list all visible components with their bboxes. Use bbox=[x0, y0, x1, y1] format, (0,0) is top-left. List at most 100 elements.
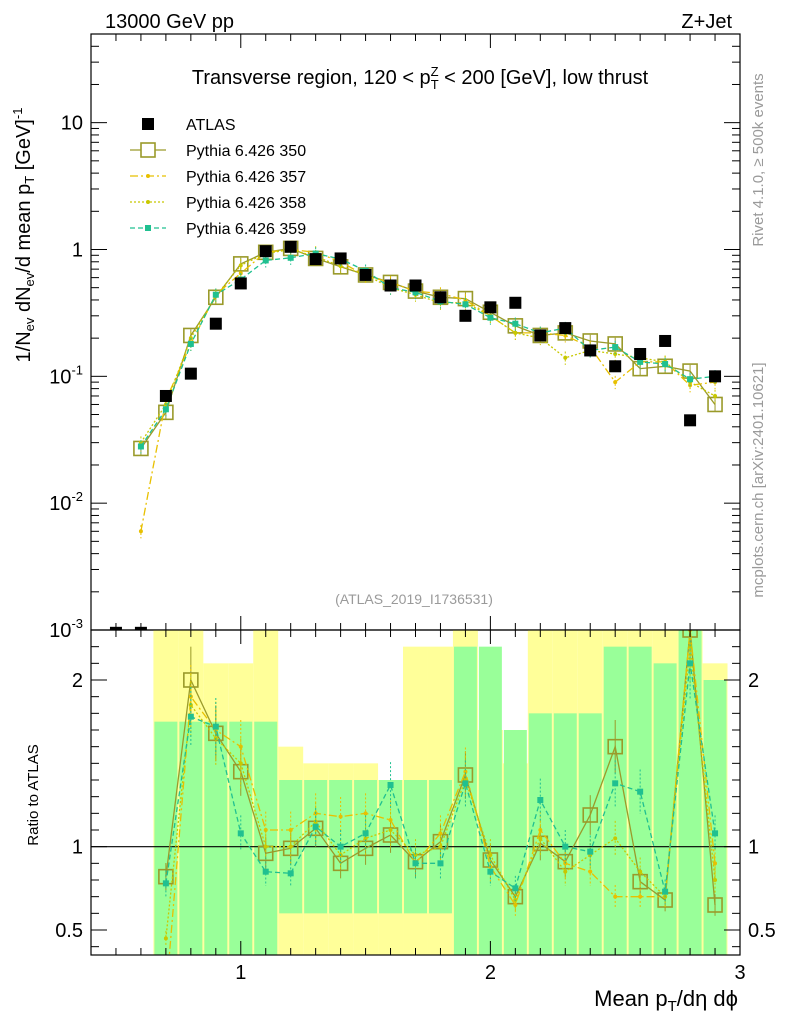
p350-ratio-point bbox=[582, 807, 599, 823]
p359-point bbox=[137, 443, 144, 450]
p358-ratio-point bbox=[488, 853, 493, 857]
p357-point bbox=[613, 380, 618, 385]
y-tick-label-bottom-right: 0.5 bbox=[748, 920, 776, 942]
p359-ratio-point bbox=[287, 870, 294, 877]
atlas-point bbox=[459, 309, 472, 322]
p350-line bbox=[140, 247, 716, 449]
legend-label-atlas: ATLAS bbox=[186, 117, 236, 134]
p359-point bbox=[512, 320, 519, 327]
p359-point bbox=[487, 314, 494, 321]
plot-title: Transverse region, 120 < pTZ < 200 [GeV]… bbox=[192, 64, 649, 92]
p359-ratio-point bbox=[437, 860, 444, 867]
atlas-point bbox=[484, 301, 497, 314]
atlas-point bbox=[234, 277, 247, 290]
p359-ratio-point bbox=[662, 888, 669, 895]
p359-ratio-point bbox=[162, 880, 169, 887]
atlas-point bbox=[409, 279, 422, 292]
p358-ratio-point bbox=[613, 836, 618, 841]
band-green-bin bbox=[204, 721, 228, 955]
band-green-bin bbox=[478, 646, 502, 955]
y-tick-label-bottom-right: 2 bbox=[748, 670, 759, 692]
p357-ratio-point bbox=[613, 894, 618, 899]
legend-marker-p350 bbox=[140, 142, 156, 158]
atlas-point bbox=[184, 367, 197, 380]
p359-ratio-point bbox=[487, 868, 494, 875]
p357-point bbox=[563, 333, 568, 338]
p359-point bbox=[262, 257, 269, 264]
p359-point bbox=[637, 358, 644, 365]
p359-point bbox=[412, 289, 419, 296]
legend-label-p350: Pythia 6.426 350 bbox=[186, 143, 306, 160]
legend: ATLAS Pythia 6.426 350 Pythia 6.426 357 Pyt… bbox=[130, 117, 306, 238]
p359-ratio-point bbox=[587, 848, 594, 855]
p359-ratio-point bbox=[312, 823, 319, 830]
p357-ratio-point bbox=[638, 894, 643, 899]
p357-ratio-point bbox=[438, 831, 443, 836]
atlas-point bbox=[609, 360, 622, 373]
atlas-point bbox=[334, 252, 347, 265]
band-green-bin bbox=[229, 721, 253, 955]
bottom-plot-area bbox=[158, 630, 723, 999]
p358-ratio-point bbox=[388, 828, 393, 832]
p358-ratio-point bbox=[438, 844, 443, 849]
p358-point bbox=[238, 263, 243, 268]
side-mcplots-label: mcplots.cern.ch [arXiv:2401.10621] bbox=[750, 362, 767, 597]
legend-label-p357: Pythia 6.426 357 bbox=[186, 169, 306, 186]
y-tick-label-top: 10-2 bbox=[49, 489, 83, 515]
p357-line bbox=[140, 248, 716, 532]
p359-ratio-point bbox=[687, 660, 694, 667]
atlas-point bbox=[384, 279, 397, 292]
atlas-point bbox=[684, 414, 697, 427]
p350-ratio-point bbox=[707, 897, 723, 913]
p358-ratio-point bbox=[713, 878, 718, 882]
band-green-bin bbox=[703, 680, 727, 955]
band-green-bin bbox=[628, 646, 652, 955]
atlas-point bbox=[509, 296, 522, 309]
x-axis-label: Mean pT/dη dϕ bbox=[594, 986, 738, 1015]
atlas-point bbox=[284, 240, 297, 253]
reference-label: (ATLAS_2019_I1736531) bbox=[335, 591, 493, 607]
p359-ratio-point bbox=[712, 830, 719, 837]
y-tick-label-top: 1 bbox=[72, 239, 83, 261]
top-plot-area bbox=[109, 240, 723, 630]
p358-point bbox=[713, 393, 718, 398]
side-rivet-label: Rivet 4.1.0, ≥ 500k events bbox=[750, 73, 767, 246]
x-tick-label: 1 bbox=[235, 962, 246, 984]
atlas-point bbox=[359, 268, 372, 281]
p359-point bbox=[162, 406, 169, 413]
p350-ratio-point bbox=[607, 738, 623, 755]
p359-point bbox=[212, 291, 219, 298]
p357-ratio-point bbox=[588, 869, 593, 874]
band-green-bin bbox=[653, 663, 677, 955]
atlas-point bbox=[159, 389, 172, 402]
p358-ratio-point bbox=[238, 761, 243, 766]
x-tick-label: 2 bbox=[485, 962, 496, 984]
p359-ratio-point bbox=[187, 713, 194, 720]
y-tick-label-bottom-left: 0.5 bbox=[55, 920, 83, 942]
p359-ratio-point bbox=[337, 843, 344, 850]
p359-point bbox=[462, 301, 469, 308]
p350-point bbox=[232, 256, 249, 272]
legend-label-p358: Pythia 6.426 358 bbox=[186, 195, 306, 212]
p359-ratio-point bbox=[537, 797, 544, 803]
bottom-panel bbox=[90, 629, 741, 999]
band-green-bin bbox=[503, 730, 527, 955]
atlas-point bbox=[634, 347, 647, 360]
legend-label-p359: Pythia 6.426 359 bbox=[186, 221, 306, 238]
p359-ratio-point bbox=[237, 830, 244, 837]
p358-ratio-point bbox=[413, 853, 418, 857]
y-axis-label-bottom: Ratio to ATLAS bbox=[25, 744, 42, 845]
p357-ratio-point bbox=[713, 861, 718, 866]
band-green-bin bbox=[179, 721, 203, 955]
p358-ratio-point bbox=[688, 644, 693, 649]
p358-point bbox=[513, 330, 518, 335]
p359-ratio-point bbox=[262, 868, 269, 875]
y-tick-label-top: 10-3 bbox=[49, 616, 83, 642]
p357-ratio-point bbox=[164, 995, 168, 999]
p358-point bbox=[563, 355, 568, 360]
atlas-point bbox=[534, 329, 547, 342]
p350-point bbox=[607, 336, 623, 352]
y-tick-label-bottom-left: 2 bbox=[72, 670, 83, 692]
atlas-point bbox=[584, 344, 597, 357]
p359-ratio-point bbox=[362, 830, 369, 837]
